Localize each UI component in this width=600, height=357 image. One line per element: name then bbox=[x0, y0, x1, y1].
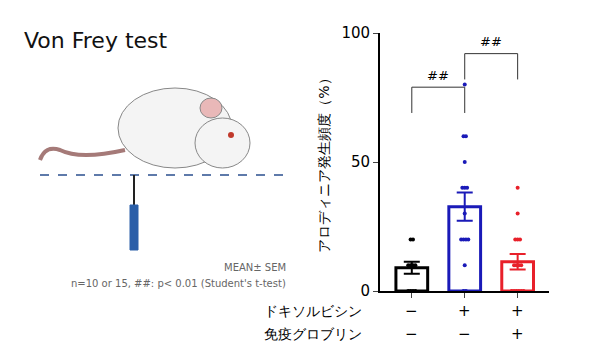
svg-text:50: 50 bbox=[351, 153, 370, 171]
svg-text:+: + bbox=[458, 302, 471, 320]
svg-text:n=10 or 15, ##: p< 0.01 (Stude: n=10 or 15, ##: p< 0.01 (Student's t-tes… bbox=[71, 278, 286, 289]
svg-text:免疫グロブリン: 免疫グロブリン bbox=[264, 326, 362, 342]
svg-text:ドキソルビシン: ドキソルビシン bbox=[264, 303, 362, 319]
svg-text:−: − bbox=[405, 325, 418, 343]
svg-text:−: − bbox=[405, 302, 418, 320]
svg-text:##: ## bbox=[480, 34, 502, 49]
svg-text:MEAN± SEM: MEAN± SEM bbox=[224, 262, 286, 273]
svg-text:−: − bbox=[458, 325, 471, 343]
svg-text:+: + bbox=[511, 325, 524, 343]
svg-text:##: ## bbox=[427, 68, 449, 83]
svg-text:+: + bbox=[511, 302, 524, 320]
svg-text:100: 100 bbox=[341, 24, 370, 42]
svg-text:Von Frey test: Von Frey test bbox=[24, 28, 168, 53]
svg-text:アロディニア発生頻度（%）: アロディニア発生頻度（%） bbox=[316, 71, 332, 252]
svg-text:0: 0 bbox=[360, 282, 370, 300]
